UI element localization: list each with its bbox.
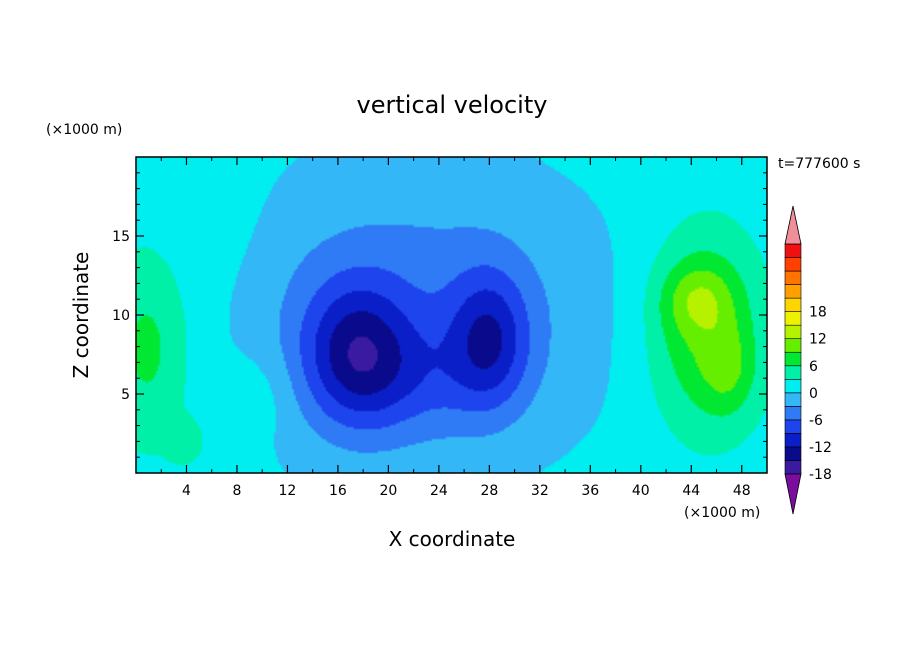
colorbar-swatch <box>784 406 802 421</box>
chart-title: vertical velocity <box>357 91 548 119</box>
plot-area <box>135 156 768 474</box>
x-tick-label: 24 <box>430 483 448 499</box>
colorbar-label: 18 <box>809 305 827 321</box>
colorbar-label: -18 <box>809 467 832 483</box>
x-tick-label: 40 <box>632 483 650 499</box>
time-label: t=777600 s <box>778 156 860 172</box>
x-axis: 4 8 12 16 20 24 28 32 36 40 44 48 <box>160 157 751 499</box>
colorbar-swatch <box>784 311 802 326</box>
x-tick-label: 4 <box>182 483 191 499</box>
colorbar-swatch <box>784 297 802 312</box>
x-tick-label: 12 <box>279 483 297 499</box>
x-axis-title: X coordinate <box>389 527 516 551</box>
colorbar-swatch <box>784 284 802 299</box>
colorbar-swatch <box>784 257 802 272</box>
x-tick-label: 32 <box>531 483 549 499</box>
colorbar-swatch <box>784 419 802 434</box>
colorbar-min-triangle <box>784 473 802 515</box>
y-tick-label: 5 <box>121 387 130 403</box>
x-tick-label: 20 <box>379 483 397 499</box>
y-tick-label: 10 <box>112 308 130 324</box>
y-tick-label: 15 <box>112 229 130 245</box>
colorbar-label: 6 <box>809 359 818 375</box>
colorbar-swatch <box>784 338 802 353</box>
colorbar-label: -6 <box>809 413 823 429</box>
colorbar-swatch <box>784 392 802 407</box>
colorbar-swatch <box>784 270 802 285</box>
y-axis: 5 10 15 <box>112 172 767 458</box>
colorbar-swatch <box>784 446 802 461</box>
y-axis-title: Z coordinate <box>69 252 93 379</box>
colorbar-max-triangle <box>784 205 802 245</box>
colorbar-label: 12 <box>809 332 827 348</box>
x-tick-label: 16 <box>329 483 347 499</box>
colorbar-swatch <box>784 351 802 367</box>
x-tick-label: 44 <box>682 483 700 499</box>
x-tick-label: 28 <box>480 483 498 499</box>
colorbar-swatch <box>784 365 802 380</box>
colorbar-swatch <box>784 243 802 258</box>
colorbar-label: 0 <box>809 386 818 402</box>
colorbar-label: -12 <box>809 440 832 456</box>
x-unit-label: (×1000 m) <box>684 505 760 521</box>
colorbar: 18 12 6 0 -6 -12 -18 <box>784 205 832 515</box>
x-tick-label: 36 <box>581 483 599 499</box>
colorbar-swatch <box>784 378 802 394</box>
colorbar-swatch <box>784 433 802 448</box>
colorbar-swatch <box>784 460 802 475</box>
y-unit-label: (×1000 m) <box>46 122 122 138</box>
velocity-field <box>136 157 767 473</box>
x-tick-label: 48 <box>733 483 751 499</box>
colorbar-swatch <box>784 324 802 340</box>
x-tick-label: 8 <box>232 483 241 499</box>
